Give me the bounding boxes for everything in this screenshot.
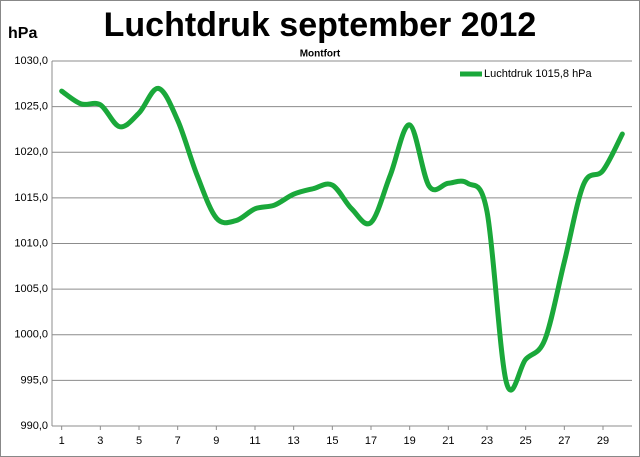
x-tick-label: 9: [213, 435, 219, 447]
x-tick-label: 15: [326, 435, 338, 447]
x-tick-label: 27: [558, 435, 570, 447]
x-tick-label: 7: [175, 435, 181, 447]
x-tick-label: 1: [59, 435, 65, 447]
y-tick-label: 1005,0: [14, 283, 48, 295]
x-tick-label: 23: [481, 435, 493, 447]
x-tick-label: 21: [442, 435, 454, 447]
y-tick-label: 1030,0: [14, 55, 48, 67]
x-tick-label: 29: [597, 435, 609, 447]
x-tick-label: 25: [520, 435, 532, 447]
x-tick-label: 3: [97, 435, 103, 447]
data-line: [59, 85, 625, 393]
y-tick-label: 1015,0: [14, 192, 48, 204]
x-tick-label: 13: [288, 435, 300, 447]
y-axis-label: hPa: [8, 25, 37, 42]
y-tick-label: 1020,0: [14, 146, 48, 158]
x-tick-label: 11: [249, 435, 260, 447]
x-tick-label: 5: [136, 435, 142, 447]
chart-subtitle: Montfort: [300, 49, 341, 60]
legend-label: Luchtdruk 1015,8 hPa: [484, 68, 593, 80]
chart-title: Luchtdruk september 2012: [104, 6, 537, 44]
y-tick-label: 1010,0: [14, 237, 48, 249]
x-tick-label: 17: [365, 435, 377, 447]
y-tick-label: 995,0: [20, 374, 48, 386]
y-tick-label: 1025,0: [14, 101, 48, 113]
y-tick-label: 1000,0: [14, 329, 48, 341]
x-tick-label: 19: [404, 435, 416, 447]
y-tick-label: 990,0: [20, 420, 48, 432]
